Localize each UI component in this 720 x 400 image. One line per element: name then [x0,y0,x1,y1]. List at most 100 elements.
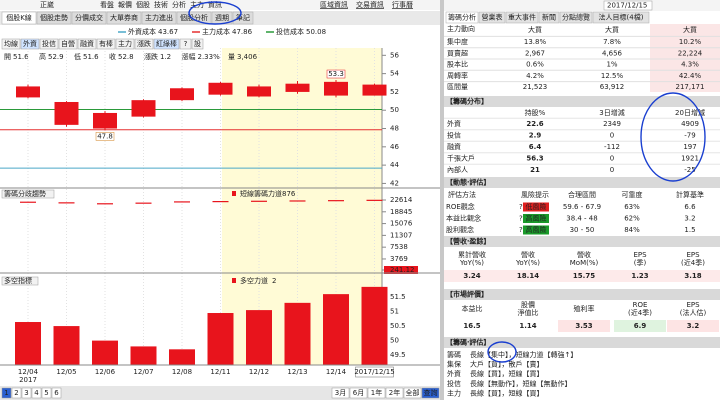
help-icon[interactable]: ? [519,226,523,234]
tab[interactable] [106,11,142,25]
tool-button[interactable] [191,38,204,50]
page-label[interactable]: 5 [44,389,48,397]
page-label[interactable]: 1 [4,389,8,397]
period-label[interactable]: 2年 [389,388,400,397]
tool-label[interactable]: ? [184,40,188,48]
page-button[interactable] [21,387,32,399]
tool-label[interactable]: 外資 [23,39,37,48]
tab[interactable] [71,11,107,25]
tab-label[interactable]: 籌碼分析 [448,13,476,22]
help-icon[interactable]: ? [519,203,523,211]
y-tick-label: 7538 [390,243,408,251]
tool-label[interactable]: 均線 [4,39,18,48]
tab[interactable] [232,11,254,25]
tab-label[interactable]: 法人目標(4檔) [599,13,644,22]
help-icon[interactable]: ? [519,215,523,223]
top-link[interactable]: 區域資訊 [320,0,348,9]
top-link[interactable]: 行事曆 [392,0,413,9]
page-label[interactable]: 3 [24,389,28,397]
page-button[interactable] [51,387,62,399]
period-button[interactable] [385,387,404,399]
tab-label[interactable]: 營業表 [482,13,503,22]
col-head: YoY(%) [459,259,484,267]
page-label[interactable]: 4 [34,389,39,397]
panel-button[interactable] [1,189,55,199]
page-label[interactable]: 2 [14,389,18,397]
tab-label[interactable]: 個股走勢 [40,13,68,22]
date-value[interactable]: 2017/12/15 [607,2,647,10]
tab-label[interactable]: 重大事件 [508,13,536,22]
tab-label[interactable]: 主力進出 [145,13,173,22]
tab-label[interactable]: 個股K線 [6,13,32,22]
page-label[interactable]: 6 [54,389,59,397]
page-button[interactable] [41,387,52,399]
tool-label[interactable]: 投信 [42,39,56,48]
tab-label[interactable]: 分點總覽 [562,13,590,22]
tab-label[interactable]: 新聞 [542,13,556,22]
tab[interactable] [538,11,560,24]
tab[interactable] [141,11,177,25]
period-button[interactable] [331,387,350,399]
tab-label[interactable]: 大單券商 [110,13,138,22]
cell: 63,912 [600,83,625,91]
tool-button[interactable] [153,38,180,50]
tool-label[interactable]: 漲跌 [137,39,151,48]
tool-button[interactable] [179,38,192,50]
tool-label[interactable]: 融資 [80,39,94,48]
tool-button[interactable] [96,38,116,50]
tab[interactable] [1,11,37,25]
period-label[interactable]: 全部 [406,388,420,397]
tool-button[interactable] [1,38,21,50]
period-label[interactable]: 6月 [353,389,364,397]
menu-item[interactable]: 看盤 [100,0,114,9]
menu-item[interactable]: 資訊 [208,0,222,9]
menu-item[interactable]: 個股 [136,0,150,9]
period-button[interactable] [367,387,386,399]
tab[interactable] [445,11,479,24]
tab[interactable] [505,11,539,24]
tool-button[interactable] [58,38,78,50]
page-button[interactable] [1,387,12,399]
value-cell [558,320,610,332]
tool-label[interactable]: 設 [194,39,201,48]
tool-label[interactable]: 自營 [61,39,75,48]
menu-item[interactable]: 分析 [172,0,186,9]
page-button[interactable] [31,387,42,399]
tab-label[interactable]: 分價成交 [75,13,103,22]
menu-item[interactable]: 報價 [118,0,132,9]
tool-button[interactable] [115,38,135,50]
pen-circle [188,1,242,25]
tool-label[interactable]: 主力 [118,39,132,48]
top-link[interactable]: 交易資訊 [356,0,384,9]
cell: 6.9 [634,322,647,330]
panel-button[interactable] [1,276,39,286]
tab-label[interactable]: 筆記 [236,13,250,22]
tab[interactable] [176,11,212,25]
tool-button[interactable] [39,38,59,50]
section-header [444,96,720,107]
col-head: 股價 [521,300,535,309]
power-bar [284,302,311,365]
date-input[interactable] [603,0,653,11]
tool-label[interactable]: 紅綠棒 [156,39,177,48]
page-button[interactable] [11,387,22,399]
tab-label[interactable]: 個股分析 [180,13,208,22]
period-button[interactable] [421,387,440,399]
tab[interactable] [592,11,650,24]
tool-button[interactable] [77,38,97,50]
tab[interactable] [36,11,72,25]
tab-label[interactable]: 週期 [215,13,229,22]
period-label[interactable]: 查詢 [424,388,438,397]
price-flag [326,69,346,79]
tab[interactable] [478,11,506,24]
tab[interactable] [559,11,593,24]
period-button[interactable] [349,387,368,399]
period-label[interactable]: 1年 [371,388,382,397]
period-button[interactable] [403,387,422,399]
menu-item[interactable]: 技術 [154,0,168,9]
legend-swatch [232,278,236,283]
tool-button[interactable] [20,38,40,50]
eval-label: 投信 [447,379,461,388]
period-label[interactable]: 3月 [335,389,346,397]
tool-label[interactable]: 有棒 [99,39,113,48]
